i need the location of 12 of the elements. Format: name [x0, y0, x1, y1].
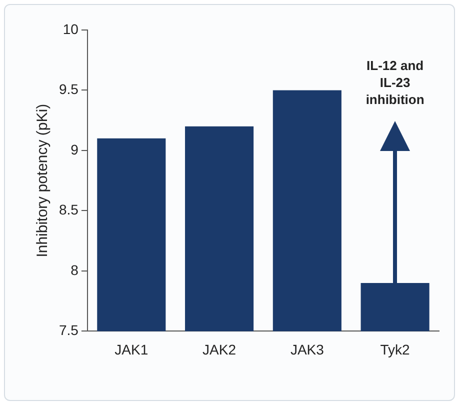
annotation: IL-12 and IL-23 inhibition: [366, 58, 424, 108]
y-axis-title: Inhibitory potency (pKi): [34, 104, 52, 258]
y-tick-label: 9.5: [58, 81, 79, 98]
y-tick-label: 8: [70, 262, 79, 278]
y-tick-label: 10: [62, 20, 79, 37]
y-tick-label: 9: [70, 141, 79, 158]
x-tick-label: JAK1: [114, 341, 148, 358]
x-tick-label: Tyk2: [380, 341, 410, 358]
x-tick-label: JAK3: [290, 341, 324, 358]
y-tick-label: 7.5: [58, 322, 79, 338]
y-tick-label: 8.5: [58, 202, 79, 218]
x-tick-label: JAK2: [202, 341, 236, 358]
